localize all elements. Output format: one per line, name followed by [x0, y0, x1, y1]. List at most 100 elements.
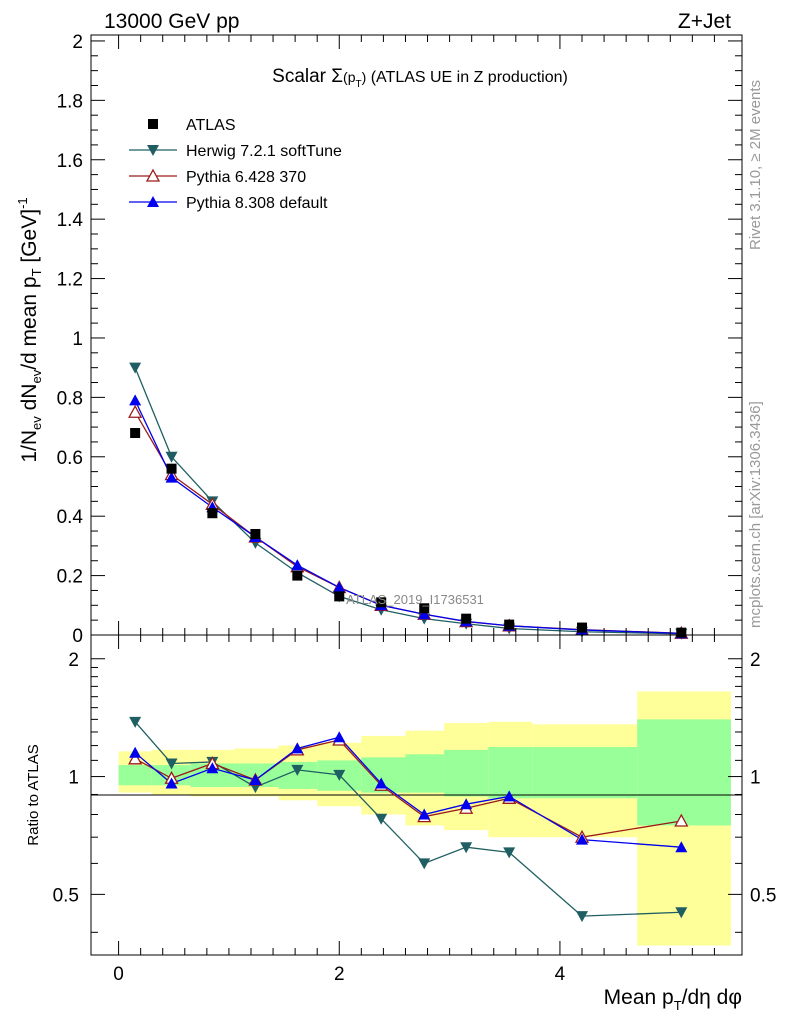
main-point-herwig-7-2-1-softtune	[165, 451, 178, 463]
main-ytick-label: 1	[72, 329, 83, 350]
main-ytick-label: 0.4	[57, 507, 84, 528]
ratio-line-pythia-8-308-default	[134, 736, 682, 848]
main-ytick-label: 1.6	[57, 151, 83, 172]
main-point-pythia-6-428-370	[128, 404, 143, 418]
ratio-band-inner	[637, 719, 731, 826]
ratio-point-pythia-8-308-default	[576, 833, 589, 845]
ratio-point-pythia-8-308-default	[460, 798, 473, 810]
main-point-pythia-8-308-default	[418, 608, 431, 620]
main-ytick-label: 1.4	[57, 210, 84, 231]
legend-label-pythia-8-308-default: Pythia 8.308 default	[186, 195, 328, 212]
rivet-label: Rivet 3.1.10, ≥ 2M events	[747, 80, 764, 250]
title-paren-p: (p	[343, 69, 356, 85]
ratio-point-herwig-7-2-1-softtune	[129, 716, 142, 728]
ratio-point-herwig-7-2-1-softtune	[503, 847, 516, 859]
ratio-ytick-label-right: 2	[750, 650, 761, 671]
ratio-frame	[90, 634, 743, 956]
ratio-point-pythia-8-308-default	[503, 790, 516, 802]
ratio-y-ticks: 0.5 0.5 1 1 2 2	[53, 650, 776, 933]
ratio-band-inner	[405, 754, 445, 793]
legend-label-herwig-7-2-1-softtune: Herwig 7.2.1 softTune	[186, 143, 342, 160]
ratio-point-herwig-7-2-1-softtune	[576, 911, 589, 923]
main-point-atlas	[676, 627, 687, 638]
ratio-point-herwig-7-2-1-softtune	[418, 858, 431, 870]
ratio-point-pythia-8-308-default	[291, 742, 304, 754]
main-ytick-label: 0.6	[57, 448, 83, 469]
legend-marker-atlas	[148, 119, 158, 129]
ratio-line-herwig-7-2-1-softtune	[134, 721, 682, 917]
main-ytick-label: 0.2	[57, 567, 83, 588]
title-sigma: Σ	[331, 66, 343, 87]
title-sub-T: T	[356, 79, 362, 90]
legend-label-atlas: ATLAS	[186, 117, 236, 134]
main-point-atlas	[166, 463, 177, 474]
analysis-watermark: ATLAS_2019_I1736531	[346, 592, 484, 607]
ratio-y-label: Ratio to ATLAS	[25, 744, 42, 845]
header-left: 13000 GeV pp	[104, 10, 239, 33]
ratio-band-inner	[190, 763, 235, 788]
ratio-data-layer	[128, 716, 689, 923]
ratio-band-inner	[488, 747, 533, 799]
main-y-label: 1/Nev dNev/d mean pT [GeV]-1	[15, 197, 44, 462]
ratio-uncertainty-bands	[118, 691, 731, 946]
ratio-point-pythia-8-308-default	[675, 841, 688, 853]
main-x-ticks	[118, 35, 715, 635]
ratio-xtick-label: 4	[555, 964, 566, 985]
ratio-ytick-label: 1	[68, 768, 79, 789]
title-rest: (ATLAS UE in Z production)	[366, 69, 568, 86]
main-point-atlas	[334, 591, 345, 602]
main-point-pythia-8-308-default	[291, 559, 304, 571]
ratio-point-pythia-8-308-default	[249, 773, 262, 785]
main-line-herwig-7-2-1-softtune	[134, 367, 682, 635]
ratio-point-herwig-7-2-1-softtune	[333, 769, 346, 781]
main-point-atlas	[577, 622, 588, 633]
ratio-point-herwig-7-2-1-softtune	[165, 758, 178, 770]
main-ytick-label: 2	[72, 32, 83, 53]
main-point-atlas	[461, 613, 472, 624]
ratio-x-ticks: 0 2 4	[113, 635, 715, 985]
ratio-ytick-label: 0.5	[53, 885, 79, 906]
main-ytick-label: 0	[72, 626, 83, 647]
ratio-point-pythia-6-428-370	[128, 751, 143, 765]
ratio-point-pythia-6-428-370	[674, 813, 689, 827]
main-point-atlas	[292, 570, 303, 581]
legend-label-pythia-6-428-370: Pythia 6.428 370	[186, 169, 306, 186]
ratio-point-pythia-8-308-default	[418, 808, 431, 820]
ratio-point-herwig-7-2-1-softtune	[675, 907, 688, 919]
ratio-point-herwig-7-2-1-softtune	[375, 813, 388, 825]
ratio-point-herwig-7-2-1-softtune	[460, 842, 473, 854]
main-point-atlas	[376, 597, 387, 608]
header-right: Z+Jet	[678, 10, 731, 33]
ratio-xtick-label: 0	[113, 964, 124, 985]
ratio-ytick-label-right: 1	[750, 768, 761, 789]
main-point-pythia-8-308-default	[129, 394, 142, 406]
title-pre: Scalar	[272, 66, 331, 87]
main-ytick-label: 0.8	[57, 388, 83, 409]
legend-marker-pythia-6-428-370	[145, 168, 161, 182]
main-panel: 0 0.2 0.4 0.6 0.8 1 1.2 1.4 1.6 1.8 2 Scalar Σ(pT)…	[15, 32, 743, 647]
mcplots-label: mcplots.cern.ch [arXiv:1306.3436]	[747, 401, 764, 628]
ratio-xtick-label: 2	[334, 964, 345, 985]
main-point-atlas	[207, 508, 218, 519]
main-point-herwig-7-2-1-softtune	[129, 362, 142, 374]
ratio-panel: 0.5 0.5 1 1 2 2 0 2 4 Ratio to ATLAS	[25, 634, 776, 985]
main-point-atlas	[130, 428, 141, 439]
chart-title: Scalar Σ(pT) (ATLAS UE in Z production)	[272, 66, 568, 90]
ratio-band-inner	[532, 747, 638, 799]
ratio-band-inner	[444, 749, 489, 797]
ratio-band-inner	[118, 765, 152, 786]
legend: ATLAS Herwig 7.2.1 softTune Pythia 6.428 3…	[129, 117, 342, 212]
legend-marker-pythia-8-308-default	[147, 196, 159, 207]
main-ytick-label: 1.8	[57, 91, 83, 112]
main-point-atlas	[504, 619, 515, 630]
ratio-point-pythia-8-308-default	[165, 777, 178, 789]
legend-marker-herwig-7-2-1-softtune	[147, 145, 159, 156]
ratio-line-pythia-6-428-370	[134, 739, 682, 838]
ratio-ytick-label: 2	[68, 650, 79, 671]
ratio-point-pythia-8-308-default	[375, 777, 388, 789]
main-point-atlas	[419, 603, 430, 614]
ratio-ytick-label-right: 0.5	[750, 885, 776, 906]
ratio-point-pythia-8-308-default	[333, 731, 346, 743]
ratio-point-herwig-7-2-1-softtune	[291, 764, 304, 776]
